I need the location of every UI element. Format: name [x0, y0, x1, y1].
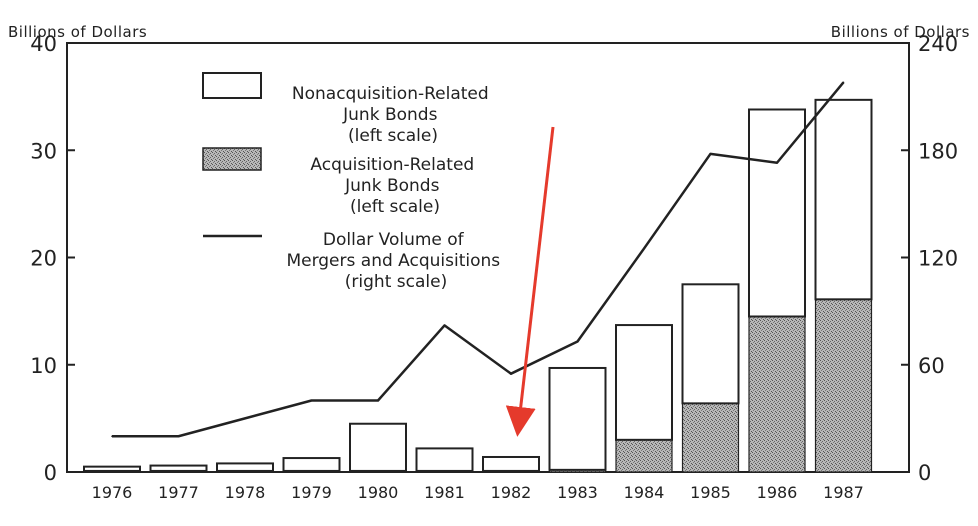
left-tick-label-10: 10	[30, 354, 57, 378]
bar-acq-1987	[814, 298, 873, 473]
x-tick-label-1987: 1987	[823, 483, 864, 502]
legend-nonacq-line-3: (left scale)	[348, 126, 438, 146]
right-tick-label-60: 60	[918, 354, 945, 378]
bar-nonacq-1979	[282, 457, 341, 472]
line-point-1984	[643, 247, 645, 250]
bar-nonacq-1986	[748, 108, 806, 318]
left-tick-label-20: 20	[30, 247, 57, 271]
x-tick-label-1982: 1982	[491, 483, 532, 502]
right-tick-label-180: 180	[918, 139, 958, 163]
x-tick-label-1985: 1985	[690, 483, 731, 502]
bar-nonacq-1980	[349, 422, 407, 472]
legend-label-line: Dollar Volume of Mergers and Acquisition…	[286, 230, 505, 292]
x-tick-label-1984: 1984	[624, 483, 665, 502]
chart-marks	[83, 81, 873, 473]
legend-line-line-3: (right scale)	[345, 272, 447, 292]
series-line-mergers	[112, 81, 845, 438]
bar-nonacq-1978	[216, 462, 274, 472]
legend-label-nonacq: Nonacquisition-Related Junk Bonds (left …	[292, 84, 494, 146]
bar-nonacq-1987	[814, 98, 873, 301]
bar-acq-1984	[615, 439, 673, 473]
x-tick-label-1981: 1981	[424, 483, 465, 502]
legend-nonacq-line-2: Junk Bonds	[342, 105, 437, 125]
legend: Nonacquisition-Related Junk Bonds (left …	[202, 72, 505, 292]
right-tick-label-120: 120	[918, 247, 958, 271]
x-tick-label-1983: 1983	[557, 483, 598, 502]
bar-nonacq-1983	[548, 366, 607, 471]
line-point-1985	[709, 153, 712, 155]
line-point-1982	[510, 372, 512, 375]
left-tick-label-0: 0	[44, 461, 57, 485]
bar-nonacq-1985	[681, 283, 740, 405]
bar-nonacq-1977	[149, 464, 208, 472]
bar-nonacq-1984	[615, 324, 673, 441]
line-point-1980	[377, 399, 379, 402]
right-tick-label-0: 0	[918, 461, 931, 485]
x-tick-label-1980: 1980	[358, 483, 399, 502]
legend-nonacq-line-1: Nonacquisition-Related	[292, 84, 489, 104]
bar-nonacq-1981	[415, 447, 474, 472]
line-point-1978	[244, 417, 246, 420]
x-tick-label-1986: 1986	[757, 483, 798, 502]
right-axis-label: Billions of Dollars	[831, 23, 970, 41]
line-point-1987	[842, 81, 845, 84]
legend-acq-line-1: Acquisition-Related	[310, 155, 474, 175]
legend-acq-line-2: Junk Bonds	[344, 176, 439, 196]
line-point-1981	[443, 324, 446, 327]
line-point-1977	[177, 435, 180, 438]
bar-acq-1986	[748, 315, 806, 473]
left-tick-label-30: 30	[30, 139, 57, 163]
x-tick-label-1976: 1976	[92, 483, 133, 502]
bar-nonacq-1982	[482, 455, 540, 472]
x-tick-label-1979: 1979	[291, 483, 332, 502]
left-axis-label: Billions of Dollars	[8, 23, 147, 41]
right-tick-label-240: 240	[918, 32, 958, 56]
annotation-arrow	[505, 126, 555, 437]
left-tick-label-40: 40	[30, 32, 57, 56]
legend-line-line-2: Mergers and Acquisitions	[286, 251, 500, 271]
bar-nonacq-1976	[83, 465, 141, 472]
x-tick-label-1977: 1977	[158, 483, 199, 502]
legend-label-acq: Acquisition-Related Junk Bonds (left sca…	[310, 155, 479, 217]
line-point-1986	[776, 161, 778, 164]
line-point-1979	[310, 399, 313, 402]
legend-line-line-1: Dollar Volume of	[323, 230, 465, 250]
line-point-1983	[576, 340, 579, 343]
axis-ticks: 0 10 20 30 40 0 60 120 180 240 1976 1977 1978 1979 198…	[30, 32, 958, 502]
bar-acq-1985	[681, 402, 740, 473]
legend-acq-line-3: (left scale)	[350, 197, 440, 217]
legend-swatch-nonacq	[202, 72, 262, 99]
line-point-1976	[111, 435, 113, 438]
legend-swatch-acq	[202, 147, 262, 171]
x-tick-label-1978: 1978	[225, 483, 266, 502]
